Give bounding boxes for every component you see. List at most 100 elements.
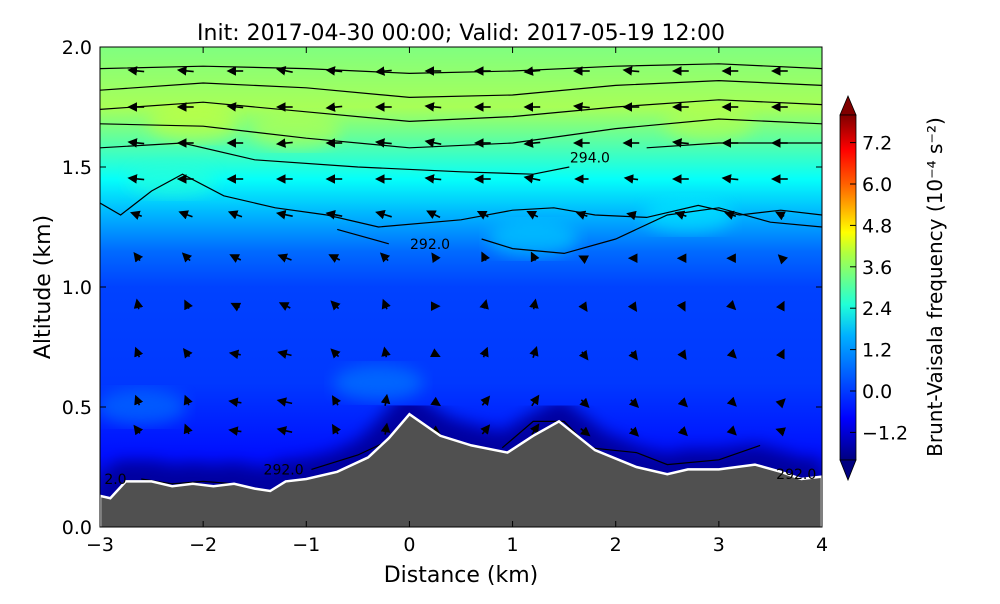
wind-arrow (184, 299, 193, 311)
contour-line (337, 228, 389, 245)
colorbar-tick-label: 0.0 (862, 381, 892, 403)
colorbar-tick-label: 7.2 (862, 133, 892, 155)
field-blob (100, 389, 187, 425)
wind-arrow (627, 301, 638, 312)
wind-arrow (133, 424, 144, 436)
contour-label: 2.0 (104, 472, 126, 488)
wind-arrow (325, 66, 343, 76)
wind-arrow (578, 301, 588, 312)
wind-arrow (579, 397, 590, 408)
wind-arrow (127, 174, 145, 184)
contour-line (100, 63, 822, 75)
wind-arrow (479, 346, 489, 358)
wind-arrow (775, 427, 787, 437)
y-tick-label: 1.5 (62, 157, 92, 179)
colorbar-tick-label: 6.0 (862, 174, 892, 196)
wind-arrow (130, 210, 143, 220)
wind-arrow (424, 174, 442, 184)
y-tick-label: 0.5 (62, 397, 92, 419)
wind-arrow (374, 66, 392, 76)
wind-arrow (674, 210, 687, 220)
wind-arrow (134, 394, 144, 406)
wind-arrow (181, 252, 193, 263)
colorbar-extend-bottom (839, 459, 857, 482)
wind-arrow (676, 300, 686, 312)
colorbar-tick-label: −1.2 (862, 422, 908, 444)
contour-line (481, 207, 822, 255)
x-tick-label: 1 (507, 534, 519, 556)
wind-arrow (228, 397, 242, 408)
x-axis-label: Distance (km) (384, 563, 539, 588)
colorbar-extend-top (839, 94, 857, 116)
wind-arrow (671, 138, 689, 148)
colorbar-label: Brunt-Vaisala frequency (10⁻⁴ s⁻²) (923, 117, 947, 457)
wind-arrow (276, 397, 293, 407)
wind-arrow (628, 397, 640, 408)
y-axis-label: Altitude (km) (31, 215, 56, 359)
x-tick-label: −1 (292, 534, 320, 556)
wind-arrow (325, 102, 343, 112)
wind-arrow (579, 426, 591, 437)
wind-arrow (226, 102, 244, 112)
contour-line (311, 440, 390, 470)
wind-arrow (277, 253, 292, 263)
wind-arrow (775, 211, 786, 221)
wind-arrow (134, 346, 144, 358)
x-tick-label: −2 (189, 534, 217, 556)
wind-arrow (677, 426, 688, 437)
field-blob (127, 161, 218, 197)
field-blob (250, 113, 341, 149)
wind-arrow (479, 299, 489, 310)
colorbar-tick-label: 2.4 (862, 298, 892, 320)
wind-arrow (530, 251, 540, 263)
wind-arrow (476, 211, 489, 220)
wind-arrow (523, 138, 541, 148)
wind-arrow (775, 348, 785, 360)
wind-arrow (677, 349, 687, 360)
wind-arrow (726, 300, 737, 311)
wind-arrow (183, 394, 193, 406)
wind-arrow (178, 210, 193, 220)
wind-arrow (381, 298, 391, 310)
x-tick-label: 3 (713, 534, 725, 556)
wind-arrow (628, 426, 640, 437)
wind-arrow (228, 426, 242, 436)
field-blob (488, 221, 579, 257)
wind-arrow (277, 349, 292, 359)
wind-arrow (481, 251, 490, 263)
wind-arrow (724, 210, 737, 220)
wind-arrow (426, 210, 441, 220)
wind-arrow (526, 211, 539, 220)
field-blob (663, 105, 754, 142)
colorbar-bar (839, 114, 857, 461)
colorbar-tick-label: 4.8 (862, 215, 892, 237)
wind-arrow (227, 210, 243, 220)
wind-arrow (529, 298, 539, 310)
terrain (100, 412, 822, 527)
wind-vectors (127, 66, 788, 437)
wind-arrow (430, 396, 442, 407)
wind-arrow (229, 254, 242, 263)
contour-label: 292.0 (264, 462, 304, 478)
chart-title: Init: 2017-04-30 00:00; Valid: 2017-05-1… (197, 21, 725, 46)
wind-arrow (626, 210, 637, 221)
wind-arrow (575, 210, 588, 220)
wind-arrow (726, 396, 737, 407)
contour-line (100, 79, 822, 99)
wind-arrow (127, 138, 145, 148)
x-tick-label: 0 (403, 534, 415, 556)
wind-arrow (325, 210, 343, 220)
wind-arrow (330, 300, 341, 311)
contour-line (501, 420, 761, 466)
wind-arrow (529, 423, 540, 436)
wind-arrow (275, 138, 293, 148)
wind-arrow (176, 66, 194, 76)
wind-arrow (480, 395, 491, 406)
wind-arrow (424, 138, 442, 148)
contour-labels: 294.0 292.0 292.0 2.0 292.0 (104, 150, 816, 488)
field-blob (147, 105, 238, 142)
wind-arrow (380, 393, 391, 406)
wind-arrow (275, 210, 293, 220)
wind-arrow (578, 349, 589, 361)
wind-arrow (721, 174, 739, 184)
